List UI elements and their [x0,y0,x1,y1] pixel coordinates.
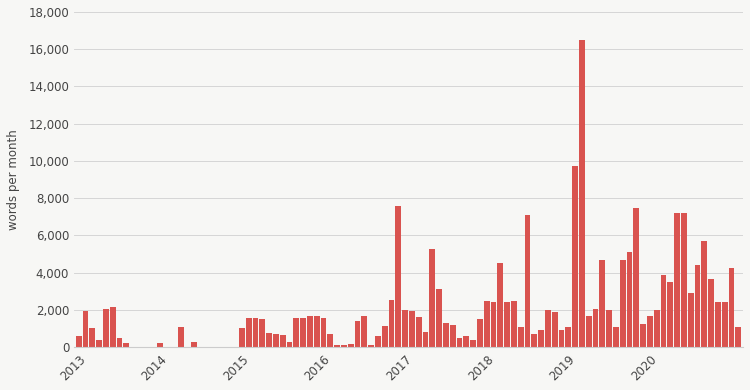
Bar [586,316,592,347]
Bar [416,317,422,347]
Bar [647,316,652,347]
Bar [409,311,415,347]
Bar [538,330,544,347]
Bar [640,324,646,347]
Bar [273,334,279,347]
Bar [382,326,388,347]
Bar [110,307,116,347]
Bar [191,342,197,347]
Bar [579,40,585,347]
Bar [402,310,408,347]
Bar [82,311,88,347]
Bar [253,318,259,347]
Y-axis label: words per month: words per month [7,129,20,230]
Bar [260,319,266,347]
Bar [124,344,129,347]
Bar [599,260,605,347]
Bar [328,334,333,347]
Bar [307,316,313,347]
Bar [457,338,463,347]
Bar [518,327,524,347]
Bar [334,345,340,347]
Bar [668,282,674,347]
Bar [620,260,626,347]
Bar [430,249,435,347]
Bar [552,312,557,347]
Bar [103,309,109,347]
Bar [266,333,272,347]
Bar [694,265,700,347]
Bar [355,321,361,347]
Bar [661,275,667,347]
Bar [300,318,306,347]
Bar [395,206,401,347]
Bar [477,319,483,347]
Bar [321,318,326,347]
Bar [450,325,455,347]
Bar [566,327,572,347]
Bar [592,309,598,347]
Bar [423,332,428,347]
Bar [626,252,632,347]
Bar [286,342,292,347]
Bar [246,318,252,347]
Bar [348,344,354,347]
Bar [388,300,394,347]
Bar [89,328,95,347]
Bar [708,279,714,347]
Bar [504,301,510,347]
Bar [654,310,659,347]
Bar [736,327,741,347]
Bar [484,301,490,347]
Bar [559,330,565,347]
Bar [464,336,470,347]
Bar [76,336,82,347]
Bar [722,303,728,347]
Bar [497,263,503,347]
Bar [314,316,320,347]
Bar [606,310,612,347]
Bar [368,345,374,347]
Bar [688,293,694,347]
Bar [728,268,734,347]
Bar [674,213,680,347]
Bar [436,289,442,347]
Bar [490,303,496,347]
Bar [532,334,537,347]
Bar [239,328,244,347]
Bar [158,344,164,347]
Bar [178,327,184,347]
Bar [613,327,619,347]
Bar [443,323,448,347]
Bar [280,335,286,347]
Bar [572,166,578,347]
Bar [362,316,368,347]
Bar [525,215,530,347]
Bar [701,241,707,347]
Bar [511,301,517,347]
Bar [470,340,476,347]
Bar [117,338,122,347]
Bar [375,336,381,347]
Bar [96,340,102,347]
Bar [634,207,639,347]
Bar [293,318,299,347]
Bar [545,310,550,347]
Bar [681,213,687,347]
Bar [715,301,721,347]
Bar [341,345,346,347]
